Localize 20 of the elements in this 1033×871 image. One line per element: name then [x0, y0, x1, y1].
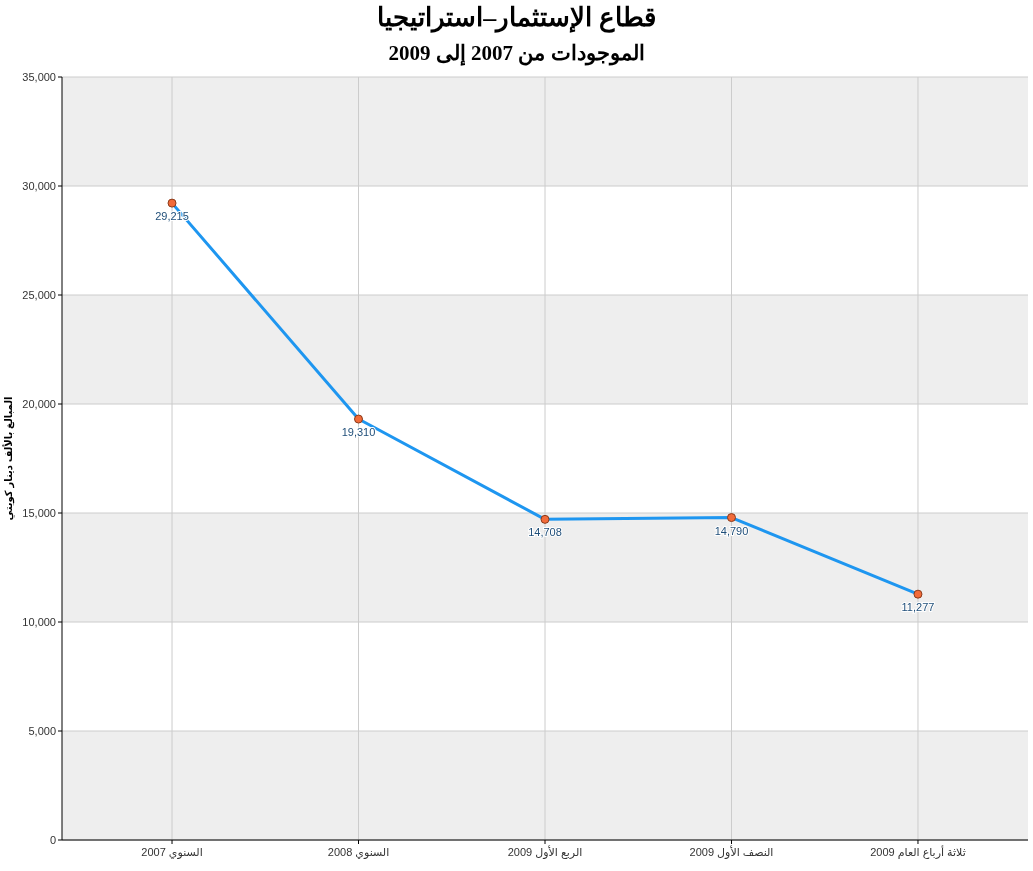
data-label: 14,790 — [714, 524, 749, 537]
chart-title: قطاع الإستثمار–استراتيجيا — [377, 3, 656, 33]
x-tick-label: ثلاثة أرباع العام 2009 — [870, 845, 966, 859]
chart-subtitle: الموجودات من 2007 إلى 2009 — [388, 41, 645, 66]
y-tick-label: 0 — [49, 834, 56, 846]
y-tick-label: 5,000 — [28, 725, 56, 737]
y-tick-label: 15,000 — [22, 507, 56, 519]
y-tick-label: 25,000 — [22, 289, 56, 301]
x-tick-label: النصف الأول 2009 — [689, 845, 774, 859]
data-label: 14,708 — [528, 526, 562, 539]
data-label: 19,310 — [341, 426, 376, 439]
x-tick-label: السنوي 2007 — [141, 846, 203, 859]
data-label: 11,277 — [901, 601, 935, 614]
y-tick-label: 35,000 — [22, 71, 56, 83]
x-tick-label: السنوي 2008 — [327, 846, 390, 859]
y-tick-label: 20,000 — [22, 398, 56, 410]
y-axis-title: المبالغ بالألف دينار كويتي — [2, 396, 15, 521]
y-tick-label: 30,000 — [22, 180, 56, 192]
x-tick-label: الربع الأول 2009 — [507, 845, 583, 859]
y-tick-label: 10,000 — [22, 616, 56, 628]
